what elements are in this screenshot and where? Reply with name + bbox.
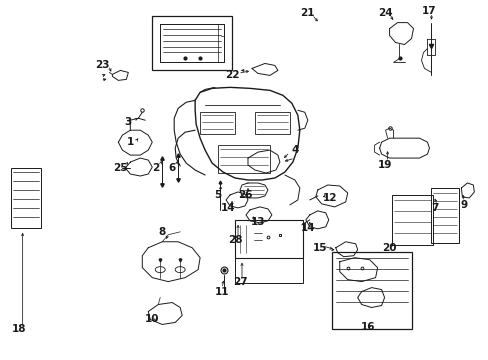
- Bar: [235, 258, 302, 283]
- Text: 10: 10: [145, 314, 159, 324]
- Text: 22: 22: [224, 71, 239, 80]
- Text: 16: 16: [360, 323, 374, 332]
- Bar: [152, 15, 232, 71]
- Text: 7: 7: [430, 203, 437, 213]
- Bar: [200, 112, 235, 134]
- Text: 25: 25: [113, 163, 127, 173]
- Text: 8: 8: [158, 227, 165, 237]
- Text: 6: 6: [168, 163, 176, 173]
- Text: 21: 21: [300, 8, 314, 18]
- Text: 12: 12: [322, 193, 336, 203]
- Text: 14: 14: [220, 203, 235, 213]
- Text: 14: 14: [300, 223, 314, 233]
- Text: 26: 26: [237, 190, 252, 200]
- Bar: [331, 252, 411, 329]
- Text: 27: 27: [232, 276, 247, 287]
- Bar: [391, 195, 432, 245]
- Text: 23: 23: [95, 60, 109, 71]
- Text: 28: 28: [227, 235, 242, 245]
- Text: 18: 18: [11, 324, 26, 334]
- Text: 19: 19: [377, 160, 391, 170]
- Text: 20: 20: [382, 243, 396, 253]
- Bar: [430, 188, 458, 243]
- Text: 1: 1: [126, 137, 134, 147]
- Text: 24: 24: [378, 8, 392, 18]
- Text: 17: 17: [421, 6, 436, 15]
- Text: 13: 13: [250, 217, 264, 227]
- Text: 4: 4: [290, 145, 298, 155]
- Text: 15: 15: [312, 243, 326, 253]
- Bar: [218, 145, 269, 173]
- Text: 11: 11: [214, 287, 229, 297]
- Text: 2: 2: [151, 163, 159, 173]
- Bar: [254, 112, 289, 134]
- Text: 3: 3: [124, 117, 132, 127]
- Text: 5: 5: [214, 190, 221, 200]
- Text: 9: 9: [460, 200, 467, 210]
- Bar: [235, 220, 302, 258]
- Bar: [11, 168, 41, 228]
